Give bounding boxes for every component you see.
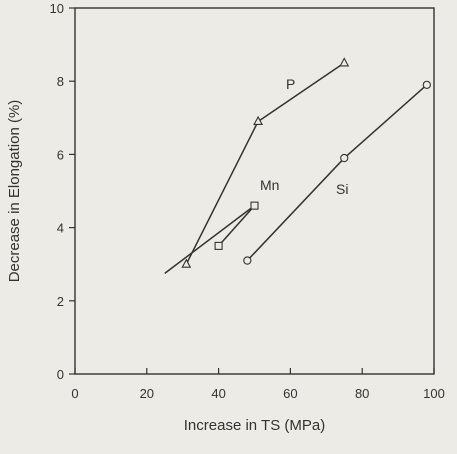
plot-frame xyxy=(74,7,435,375)
x-tick-label: 80 xyxy=(355,386,369,401)
marker-mn xyxy=(250,201,259,210)
series-lines xyxy=(164,62,428,274)
marker-mn xyxy=(214,241,223,250)
marker-p xyxy=(181,258,192,268)
x-tick-label: 60 xyxy=(283,386,297,401)
x-tick-label: 20 xyxy=(140,386,154,401)
x-tick-label: 0 xyxy=(71,386,78,401)
series-label-mn: Mn xyxy=(260,177,279,193)
x-axis-label: Increase in TS (MPa) xyxy=(184,417,325,434)
marker-p xyxy=(253,115,264,126)
fit-line xyxy=(164,205,255,274)
series-label-si: Si xyxy=(336,181,348,197)
marker-si xyxy=(243,256,252,265)
y-axis-label: Decrease in Elongation (%) xyxy=(6,100,23,283)
series-labels: P Mn Si xyxy=(260,76,348,197)
x-tick-label: 40 xyxy=(211,386,225,401)
x-tick-label: 100 xyxy=(423,386,445,401)
axes: 0 20 40 60 80 100 0 2 4 6 8 10 Increase in TS (MPa) D… xyxy=(6,1,445,434)
y-tick-label: 6 xyxy=(57,147,64,162)
series-markers xyxy=(181,57,431,268)
y-tick-label: 4 xyxy=(57,221,64,236)
series-line-mn xyxy=(218,205,256,247)
y-tick-label: 8 xyxy=(57,74,64,89)
series-label-p: P xyxy=(286,76,295,92)
marker-si xyxy=(340,153,349,163)
marker-si xyxy=(422,80,431,90)
y-tick-label: 0 xyxy=(57,367,64,382)
series-line-p xyxy=(185,62,345,265)
marker-p xyxy=(339,57,350,67)
y-tick-label: 10 xyxy=(50,1,64,16)
y-tick-label: 2 xyxy=(57,294,64,309)
